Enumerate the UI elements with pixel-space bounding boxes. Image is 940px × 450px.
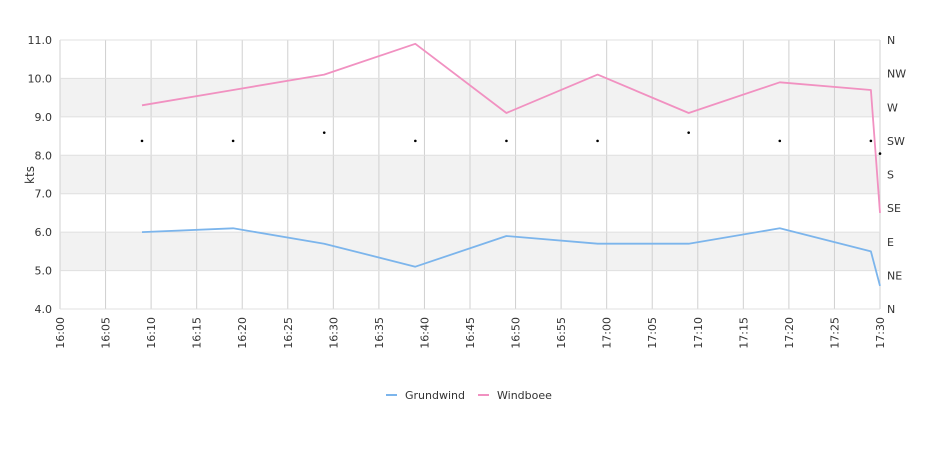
x-tick-label: 16:05 — [100, 317, 113, 349]
direction-tick-label: N — [887, 34, 895, 47]
direction-axis-ticks: N NE E SE S SW W NW N — [887, 34, 906, 316]
y-axis-title: kts — [23, 166, 37, 184]
direction-marker — [687, 131, 690, 134]
direction-marker — [869, 139, 873, 143]
series-line-2 — [141, 42, 881, 213]
direction-marker — [140, 139, 144, 143]
x-tick-label: 16:40 — [418, 317, 431, 349]
direction-tick-label: SE — [887, 202, 901, 215]
y-tick-label: 11.0 — [28, 34, 53, 47]
direction-marker — [414, 139, 417, 143]
direction-markers — [140, 131, 882, 155]
x-tick-label: 16:30 — [327, 317, 340, 349]
direction-tick-label: E — [887, 236, 894, 249]
vertical-gridlines — [59, 40, 881, 309]
x-tick-label: 16:25 — [282, 317, 295, 349]
direction-tick-label: S — [887, 169, 894, 182]
x-tick-label: 16:10 — [145, 317, 158, 349]
direction-marker — [231, 139, 235, 143]
x-tick-label: 16:35 — [373, 317, 386, 349]
direction-tick-label: SW — [887, 135, 905, 148]
y-tick-label: 7.0 — [35, 188, 53, 201]
x-tick-label: 16:20 — [236, 317, 249, 349]
x-tick-label: 17:00 — [601, 317, 614, 349]
x-tick-label: 16:50 — [510, 317, 523, 349]
direction-marker — [322, 131, 326, 134]
x-tick-label: 17:05 — [646, 317, 659, 349]
x-tick-label: 17:10 — [692, 317, 705, 349]
x-tick-label: 16:15 — [191, 317, 204, 349]
y-tick-label: 4.0 — [35, 303, 53, 316]
direction-tick-label: NE — [887, 269, 902, 282]
direction-marker — [505, 139, 508, 143]
x-tick-label: 16:55 — [555, 317, 568, 349]
y-tick-label: 9.0 — [35, 111, 53, 124]
direction-marker — [778, 139, 782, 143]
direction-marker — [878, 152, 882, 155]
y-tick-label: 8.0 — [35, 149, 53, 162]
direction-marker — [596, 139, 599, 143]
y-axis-ticks: 4.0 5.0 6.0 7.0 8.0 9.0 10.0 11.0 — [28, 34, 53, 316]
direction-tick-label: N — [887, 303, 895, 316]
legend-label[interactable]: Windboee — [497, 389, 552, 402]
x-tick-label: 16:00 — [54, 317, 67, 349]
x-axis-ticks: 16:00 16:05 16:10 16:15 16:20 16:25 16:30 16:35… — [54, 317, 887, 349]
y-tick-label: 5.0 — [35, 265, 53, 278]
x-tick-label: 17:15 — [737, 317, 750, 349]
x-tick-label: 17:30 — [874, 317, 887, 349]
legend-label[interactable]: Grundwind — [405, 389, 465, 402]
y-tick-label: 6.0 — [35, 226, 53, 239]
series-lines — [141, 42, 881, 287]
x-tick-label: 17:20 — [783, 317, 796, 349]
x-tick-label: 17:25 — [828, 317, 841, 349]
legend: Grundwind Windboee — [386, 389, 552, 402]
y-tick-label: 10.0 — [28, 72, 53, 85]
direction-tick-label: W — [887, 101, 898, 114]
direction-tick-label: NW — [887, 68, 906, 81]
horizontal-gridlines — [60, 39, 880, 310]
series-line-1 — [141, 227, 881, 287]
x-tick-label: 16:45 — [464, 317, 477, 349]
